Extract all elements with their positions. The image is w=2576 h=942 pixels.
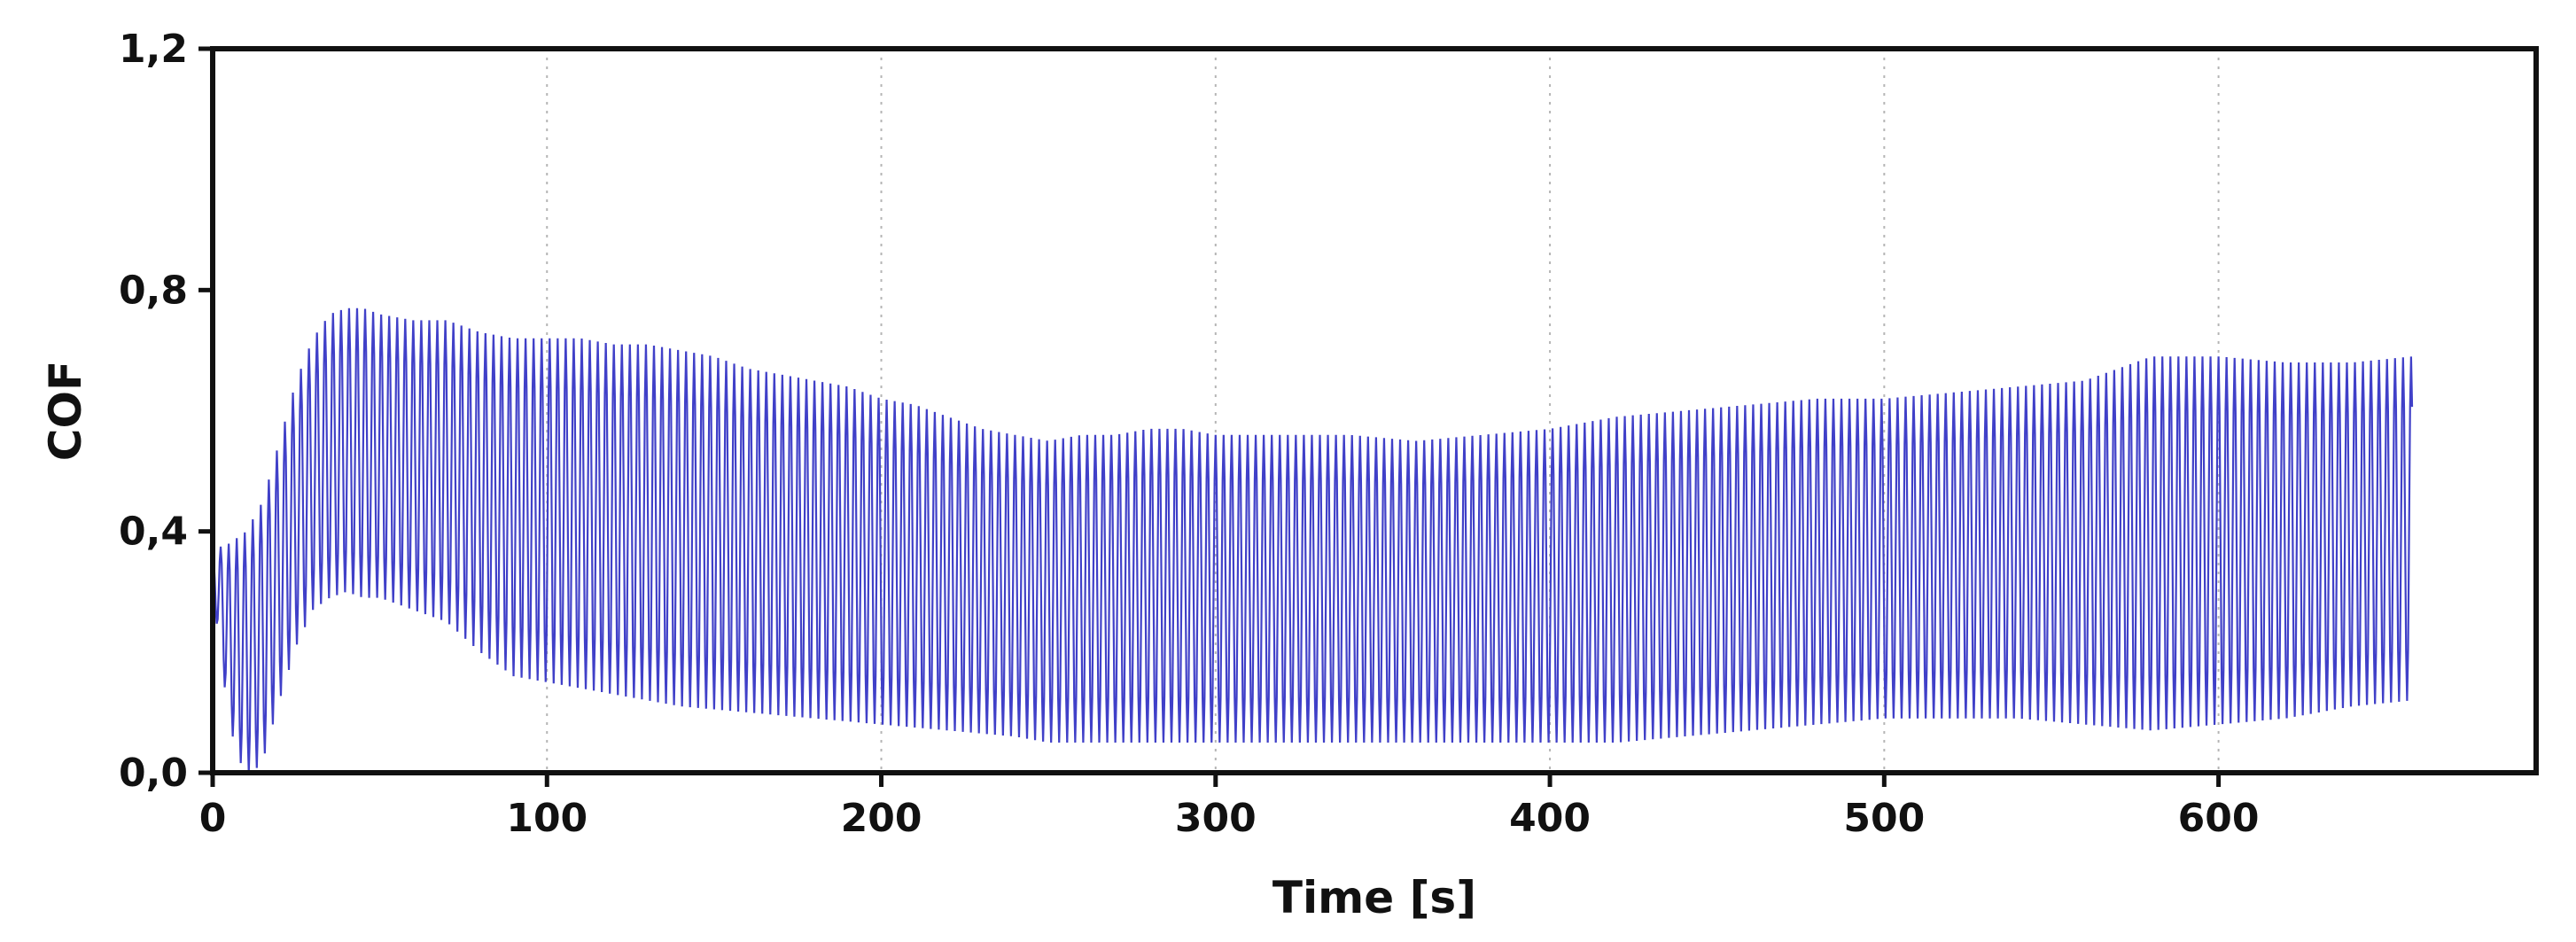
y-tick-label: 0,4 bbox=[119, 510, 188, 555]
x-tick-label: 500 bbox=[1843, 796, 1925, 841]
series-cof bbox=[211, 308, 2414, 774]
y-tick-label: 1,2 bbox=[119, 27, 188, 72]
x-tick-label: 100 bbox=[506, 796, 588, 841]
x-tick-label: 200 bbox=[841, 796, 922, 841]
y-tick-label: 0,8 bbox=[119, 268, 188, 313]
y-axis-title: COF bbox=[40, 361, 91, 461]
plot-frame bbox=[210, 46, 2539, 775]
y-tick-label: 0,0 bbox=[119, 751, 188, 796]
x-tick-label: 600 bbox=[2178, 796, 2260, 841]
y-axis: 0,0 0,4 0,8 1,2 bbox=[119, 27, 213, 796]
x-tick-label: 300 bbox=[1175, 796, 1257, 841]
x-axis: 0 100 200 300 400 500 600 bbox=[199, 773, 2260, 841]
x-tick-label: 0 bbox=[199, 796, 227, 841]
x-tick-label: 400 bbox=[1509, 796, 1591, 841]
cof-series-line bbox=[211, 308, 2414, 774]
x-axis-title: Time [s] bbox=[1272, 872, 1476, 923]
